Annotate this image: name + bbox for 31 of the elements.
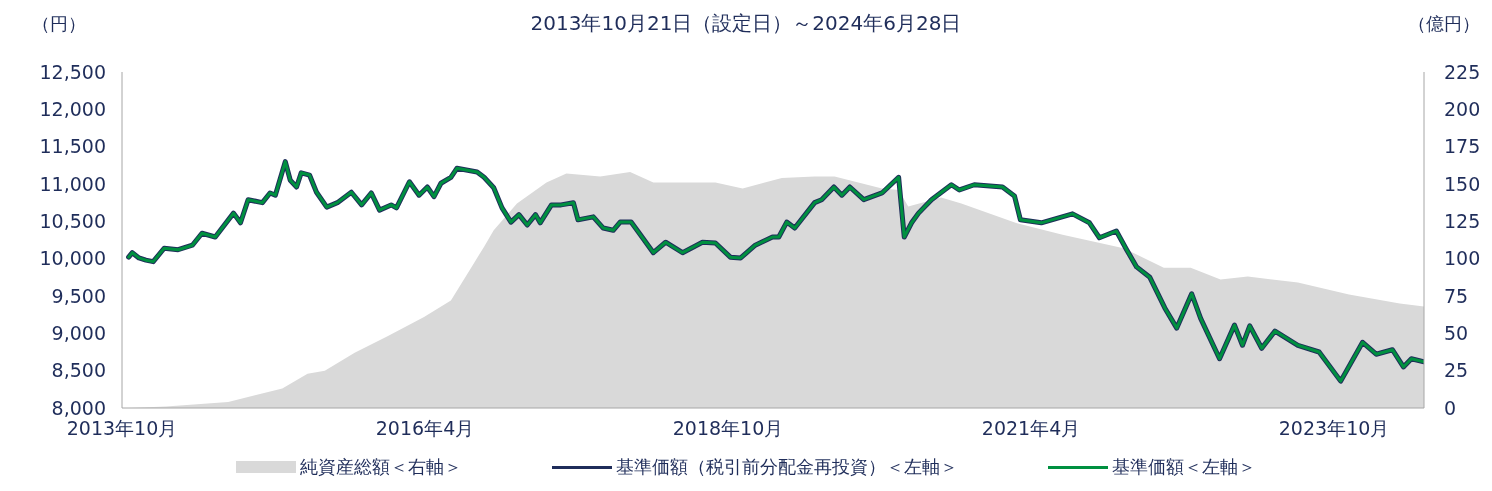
- y2-axis-title: （億円）: [1408, 12, 1480, 36]
- x-tick-label: 2023年10月: [1278, 417, 1390, 440]
- y2-tick-label: 25: [1444, 359, 1469, 382]
- y2-tick-label: 200: [1444, 98, 1481, 121]
- y2-tick-label: 150: [1444, 172, 1481, 195]
- y-tick-label: 11,500: [39, 135, 106, 158]
- y-tick-label: 8,500: [51, 359, 106, 382]
- y-tick-label: 10,500: [39, 210, 106, 233]
- y2-tick-label: 125: [1444, 210, 1481, 233]
- legend-label: 純資産総額＜右軸＞: [300, 455, 462, 479]
- y-tick-label: 12,000: [39, 98, 106, 121]
- legend-label: 基準価額（税引前分配金再投資）＜左軸＞: [616, 455, 958, 479]
- y-axis-title: （円）: [32, 12, 86, 36]
- y2-tick-label: 225: [1444, 60, 1481, 83]
- y2-tick-label: 75: [1444, 284, 1469, 307]
- chart-title: 2013年10月21日（設定日）～2024年6月28日: [530, 11, 962, 35]
- y-tick-label: 9,500: [51, 284, 106, 307]
- y-tick-label: 8,000: [51, 396, 106, 419]
- x-tick-label: 2016年4月: [375, 417, 475, 440]
- y-tick-label: 11,000: [39, 172, 106, 195]
- y2-tick-label: 175: [1444, 135, 1481, 158]
- y2-tick-label: 100: [1444, 247, 1481, 270]
- x-tick-label: 2018年10月: [672, 417, 784, 440]
- y-tick-label: 12,500: [39, 60, 106, 83]
- y2-tick-label: 0: [1444, 396, 1457, 419]
- x-tick-label: 2013年10月: [66, 417, 178, 440]
- x-tick-label: 2021年4月: [981, 417, 1081, 440]
- legend-label: 基準価額＜左軸＞: [1112, 455, 1256, 479]
- y-tick-label: 10,000: [39, 247, 106, 270]
- y-tick-label: 9,000: [51, 322, 106, 345]
- y2-tick-label: 50: [1444, 322, 1469, 345]
